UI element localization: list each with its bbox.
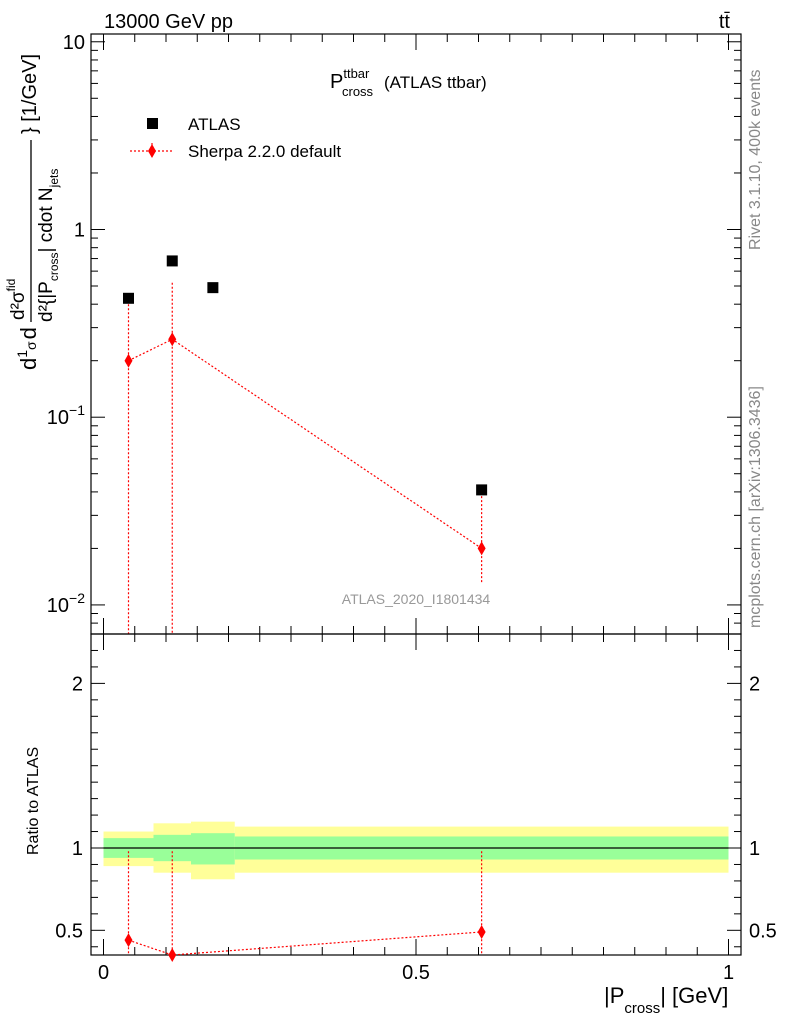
analysis-watermark: ATLAS_2020_I1801434: [342, 591, 491, 607]
main-ytick-label-2: 10−1: [47, 402, 85, 429]
ylabel-jets: jets: [47, 169, 61, 189]
ylabel-fid: fid: [4, 279, 18, 292]
ratio-ytick-label-0: 2: [72, 673, 83, 695]
ylabel-d-b: d: [16, 327, 41, 339]
ratio-xtick-label-1: 0.5: [402, 962, 430, 984]
ratio-ylabel: Ratio to ATLAS: [25, 747, 42, 855]
legend-marker-atlas: [147, 118, 158, 129]
ylabel-d: d: [16, 358, 41, 370]
rivet-version-label: Rivet 3.1.10, 400k events: [747, 69, 764, 250]
atlas-point-1: [166, 255, 178, 267]
main-ytick-label-1: 1: [74, 219, 85, 241]
ylabel-one: 1: [14, 350, 30, 358]
xlabel-post: | [GeV]: [660, 983, 728, 1008]
main-title-p: P: [330, 71, 343, 93]
sherpa-line: [128, 338, 482, 549]
ylabel-cross: cross: [47, 252, 61, 281]
main-ytick-label-3: 10−2: [47, 590, 85, 617]
ratio-sherpa-point-0: [124, 933, 133, 948]
main-ytick-label-0: 10: [63, 32, 85, 54]
process-label: tt̄: [719, 11, 731, 33]
xlabel-sub: cross: [624, 1000, 660, 1017]
ylabel-d2: d²{|P: [36, 281, 57, 322]
atlas-point-2: [207, 282, 219, 294]
sherpa-point-2: [477, 541, 486, 556]
main-ytick-exp-2: −1: [69, 402, 85, 418]
legend-marker-sherpa: [148, 144, 156, 158]
ylabel-denominator: d²{|Pcross| cdot Njets: [36, 169, 61, 322]
main-title: Pttbar: [330, 66, 370, 93]
main-ylabel: d1σd d²σfid d²{|Pcross| cdot Njets } [1/…: [4, 54, 61, 370]
atlas-point-0: [123, 292, 134, 304]
ylabel-unit: } [1/GeV]: [19, 54, 41, 134]
main-title-sub: cross: [342, 84, 374, 99]
ylabel-numerator: d²σfid: [4, 279, 29, 320]
ratio-ytick-label-right-1: 1: [749, 838, 760, 860]
ratio-xtick-label-2: 1: [723, 962, 734, 984]
ylabel-d2sigma: d²σ: [8, 291, 29, 320]
ratio-sherpa-line: [128, 931, 482, 956]
ylabel-cdot: | cdot N: [36, 187, 57, 252]
ratio-sherpa-point-2: [477, 924, 486, 939]
main-ytick-base-3: 10: [47, 595, 69, 617]
main-title-suffix: (ATLAS ttbar): [384, 73, 487, 92]
legend: ATLAS Sherpa 2.2.0 default: [130, 115, 341, 161]
ratio-xlabel: |Pcross| [GeV]: [604, 983, 728, 1017]
legend-label-sherpa: Sherpa 2.2.0 default: [188, 142, 341, 161]
ratio-ytick-label-2: 0.5: [55, 920, 83, 942]
xlabel-pre: |P: [604, 983, 624, 1008]
ratio-ytick-label-right-0: 2: [749, 673, 760, 695]
energy-label: 13000 GeV pp: [104, 11, 233, 33]
ratio-panel: 0 0.5 1 2 2 1 1 0.5 0.5: [55, 633, 777, 984]
legend-label-atlas: ATLAS: [188, 115, 241, 134]
ratio-xtick-label-0: 0: [98, 962, 109, 984]
ylabel-sigma: σ: [23, 341, 39, 350]
ratio-ytick-label-right-2: 0.5: [749, 920, 777, 942]
ratio-ytick-label-1: 1: [72, 838, 83, 860]
sherpa-point-0: [124, 353, 133, 368]
ratio-stat-band-2: [191, 833, 235, 865]
sherpa-point-1: [168, 332, 177, 347]
main-ytick-base-2: 10: [47, 407, 69, 429]
main-ylabel-text: d1σd: [14, 327, 41, 370]
atlas-point-3: [476, 484, 488, 496]
main-ytick-exp-3: −2: [69, 590, 85, 606]
mcplots-label: mcplots.cern.ch [arXiv:1306.3436]: [747, 386, 764, 628]
ratio-frame: [90, 633, 742, 956]
main-title-sup: ttbar: [343, 66, 370, 81]
ratio-sherpa-point-1: [168, 948, 177, 962]
